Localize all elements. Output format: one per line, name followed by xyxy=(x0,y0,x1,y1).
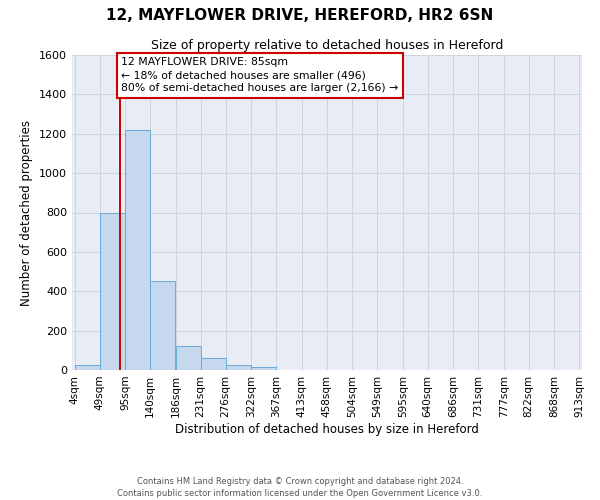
Bar xyxy=(251,367,276,370)
Bar xyxy=(100,212,125,370)
Bar xyxy=(176,346,200,370)
Y-axis label: Number of detached properties: Number of detached properties xyxy=(20,120,34,306)
Bar xyxy=(75,365,100,370)
X-axis label: Distribution of detached houses by size in Hereford: Distribution of detached houses by size … xyxy=(175,422,479,436)
Bar xyxy=(226,365,251,370)
Text: 12, MAYFLOWER DRIVE, HEREFORD, HR2 6SN: 12, MAYFLOWER DRIVE, HEREFORD, HR2 6SN xyxy=(106,8,494,22)
Text: Contains HM Land Registry data © Crown copyright and database right 2024.
Contai: Contains HM Land Registry data © Crown c… xyxy=(118,476,482,498)
Text: 12 MAYFLOWER DRIVE: 85sqm
← 18% of detached houses are smaller (496)
80% of semi: 12 MAYFLOWER DRIVE: 85sqm ← 18% of detac… xyxy=(121,57,398,94)
Bar xyxy=(201,358,226,370)
Bar xyxy=(125,130,150,370)
Title: Size of property relative to detached houses in Hereford: Size of property relative to detached ho… xyxy=(151,40,503,52)
Bar xyxy=(151,282,175,370)
